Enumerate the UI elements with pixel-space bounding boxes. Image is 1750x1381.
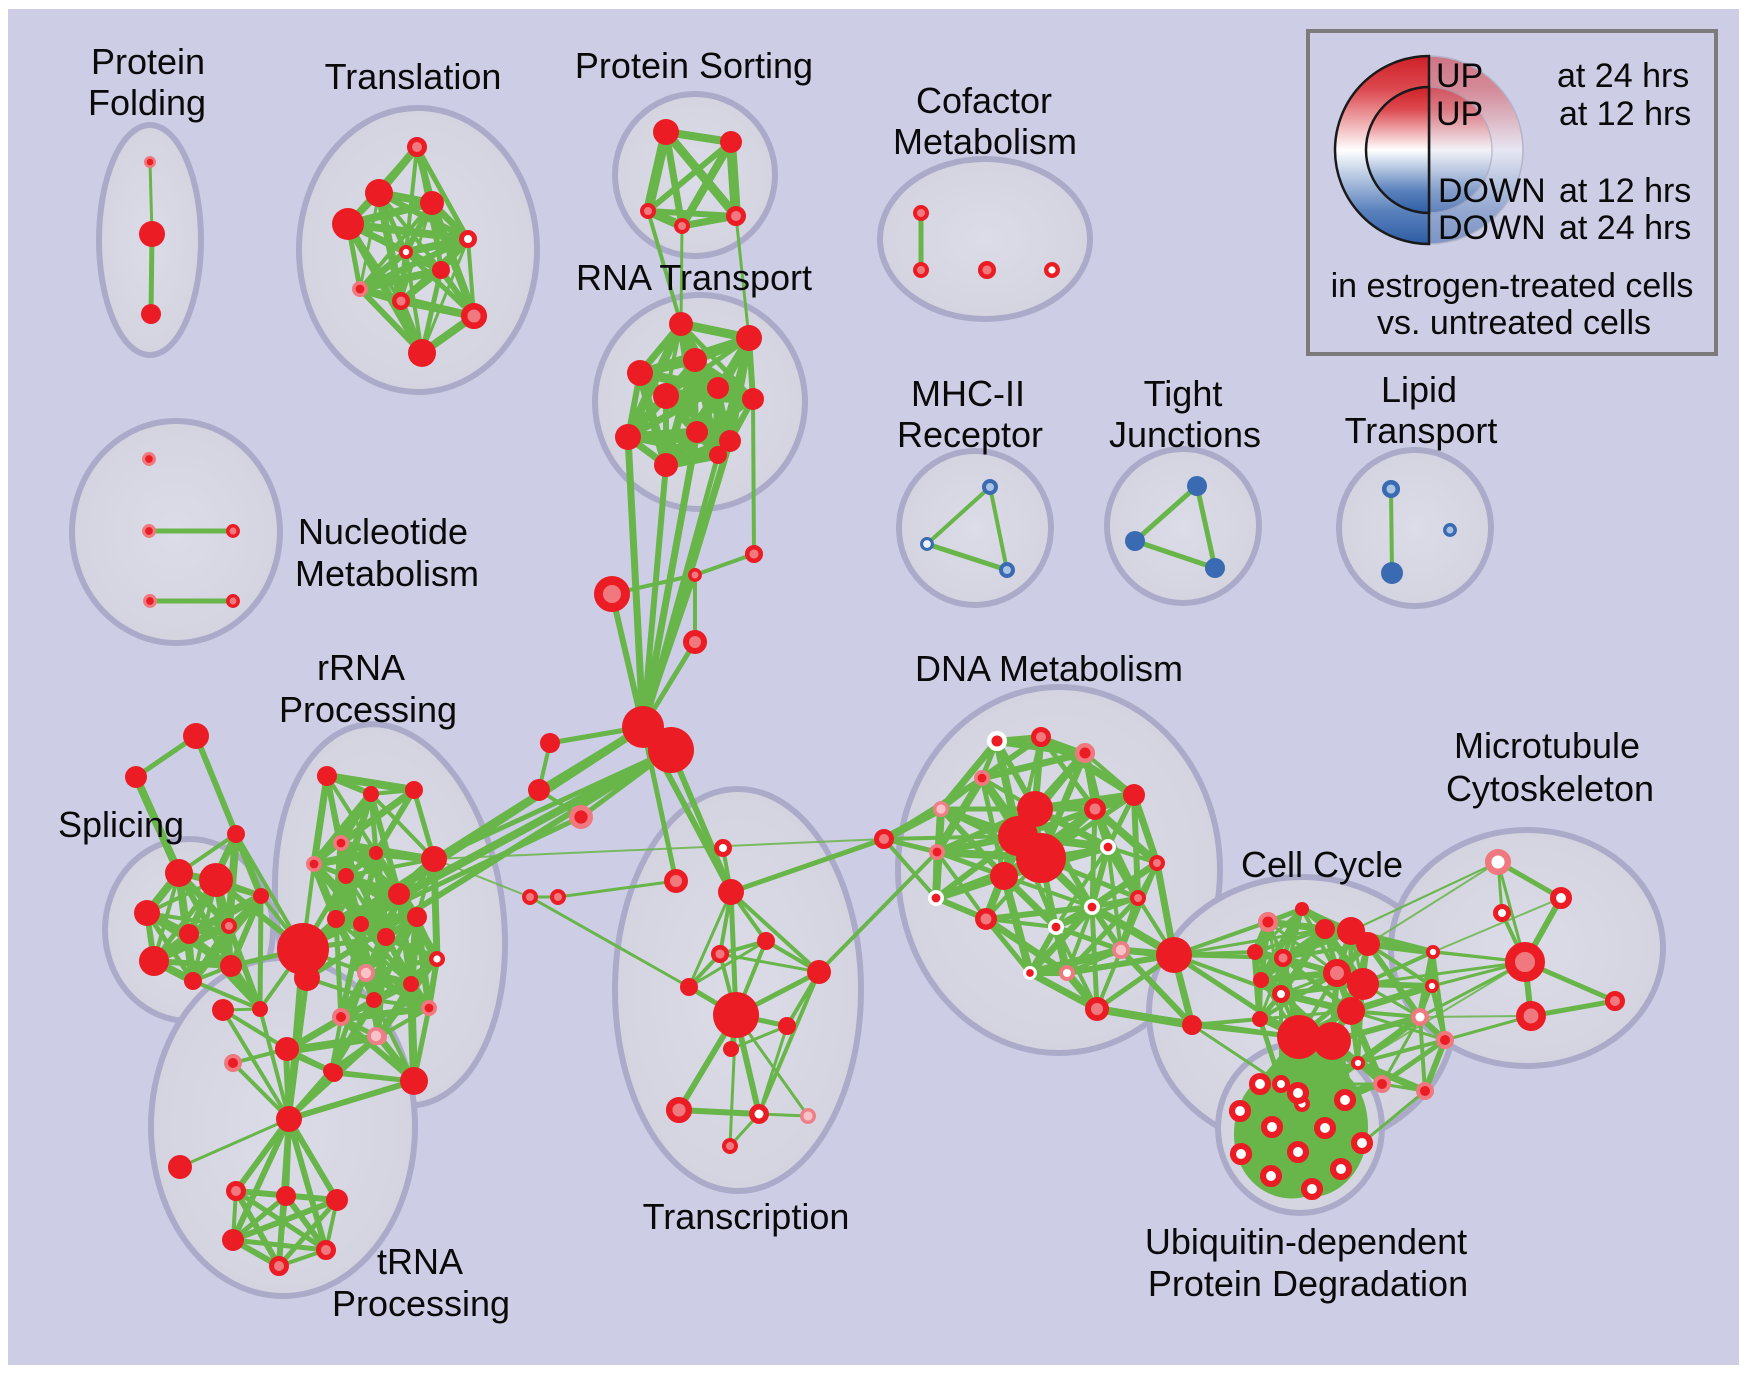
svg-text:UP: UP: [1436, 95, 1483, 133]
svg-text:Processing: Processing: [332, 1283, 510, 1324]
svg-text:Protein Degradation: Protein Degradation: [1148, 1263, 1468, 1304]
svg-text:Metabolism: Metabolism: [893, 121, 1077, 162]
svg-text:Protein Sorting: Protein Sorting: [575, 45, 813, 86]
svg-text:DOWN: DOWN: [1438, 209, 1546, 247]
svg-text:RNA Transport: RNA Transport: [576, 257, 812, 298]
svg-text:Receptor: Receptor: [897, 414, 1043, 455]
svg-text:rRNA: rRNA: [317, 647, 405, 688]
svg-text:Translation: Translation: [325, 56, 502, 97]
svg-text:Cytoskeleton: Cytoskeleton: [1446, 768, 1654, 809]
svg-text:vs. untreated cells: vs. untreated cells: [1377, 304, 1651, 342]
svg-text:MHC-II: MHC-II: [911, 373, 1025, 414]
svg-text:Cofactor: Cofactor: [916, 80, 1052, 121]
svg-text:in estrogen-treated cells: in estrogen-treated cells: [1331, 267, 1694, 305]
svg-text:Protein: Protein: [91, 41, 205, 82]
svg-text:DOWN: DOWN: [1438, 172, 1546, 210]
svg-text:UP: UP: [1436, 57, 1483, 95]
svg-text:DNA Metabolism: DNA Metabolism: [915, 648, 1183, 689]
svg-text:Processing: Processing: [279, 689, 457, 730]
svg-text:Splicing: Splicing: [58, 804, 184, 845]
svg-text:Junctions: Junctions: [1109, 414, 1261, 455]
svg-text:Tight: Tight: [1144, 373, 1223, 414]
svg-text:Lipid: Lipid: [1381, 369, 1457, 410]
svg-text:at 24 hrs: at 24 hrs: [1559, 209, 1691, 247]
svg-text:Folding: Folding: [88, 82, 206, 123]
svg-text:at 12 hrs: at 12 hrs: [1559, 95, 1691, 133]
svg-text:Microtubule: Microtubule: [1454, 725, 1640, 766]
svg-text:Ubiquitin-dependent: Ubiquitin-dependent: [1145, 1221, 1467, 1262]
svg-text:Nucleotide: Nucleotide: [298, 511, 468, 552]
svg-text:Metabolism: Metabolism: [295, 553, 479, 594]
svg-text:Cell Cycle: Cell Cycle: [1241, 844, 1403, 885]
svg-text:at 12 hrs: at 12 hrs: [1559, 172, 1691, 210]
svg-text:at 24 hrs: at 24 hrs: [1557, 57, 1689, 95]
svg-text:Transport: Transport: [1345, 410, 1498, 451]
svg-text:tRNA: tRNA: [377, 1241, 463, 1282]
svg-text:Transcription: Transcription: [643, 1196, 850, 1237]
